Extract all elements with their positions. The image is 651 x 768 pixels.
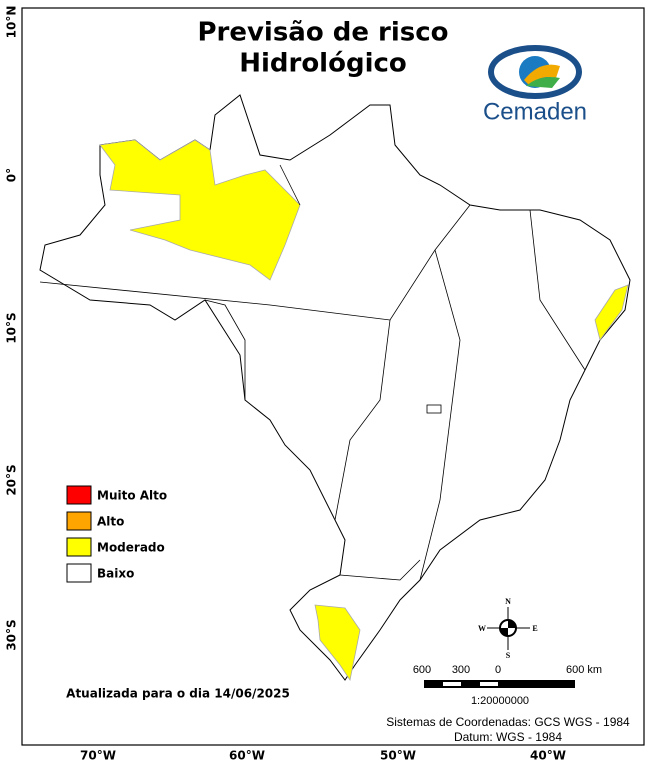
latitude-label: 10°S [5,312,19,343]
logo-mark [526,77,560,88]
compass-label: S [506,651,511,660]
legend-swatch [66,511,92,531]
scale-segment [443,682,461,686]
legend-label: Muito Alto [97,489,167,503]
logo-eye [488,45,582,99]
compass-label: W [478,624,486,633]
legend-label: Baixo [97,567,134,581]
logo: Cemaden [483,45,587,125]
moderate-area-northeast [594,284,629,341]
border [529,209,586,371]
moderate-area-south [314,604,361,682]
footer-text: Sistemas de Coordenadas: GCS WGS - 1984 [386,715,630,729]
latitude-label: 0° [5,168,19,182]
brazil-map [39,94,631,682]
longitude-label: 60°W [229,749,265,763]
legend: Muito Alto Alto Moderado Baixo [66,485,167,583]
latitude-label: 30°S [5,619,19,650]
logo-mark [524,64,560,86]
legend-label: Alto [97,515,124,529]
graticule-labels: 10°N 0° 10°S 20°S 30°S 70°W 60°W 50°W 40°W [5,6,566,763]
compass-rose [500,620,516,636]
latitude-label: 10°N [5,6,19,39]
latitude-label: 20°S [5,464,19,495]
scale-label: 600 [413,664,431,676]
footer-text: Datum: WGS - 1984 [454,730,562,744]
scale-segment [424,680,575,688]
scale-label: 0 [495,664,501,676]
update-note: Atualizada para o dia 14/06/2025 [66,687,290,701]
compass-label: N [505,597,511,606]
legend-swatch [66,537,92,557]
compass-label: E [532,624,537,633]
scale-ratio: 1:20000000 [471,695,529,707]
federal-district [426,404,442,414]
legend-swatch [66,563,92,583]
state-borders [39,164,586,581]
legend-swatch [66,485,92,505]
longitude-label: 70°W [80,749,116,763]
scale-bar: 600 300 0 600 km 1:20000000 [413,664,602,707]
longitude-label: 40°W [530,749,566,763]
logo-text: Cemaden [483,98,587,125]
scale-segment [480,682,498,686]
legend-label: Moderado [97,541,165,555]
scale-label: 600 km [566,664,602,676]
border [204,299,246,400]
border [419,249,461,581]
moderate-area-north [99,139,301,281]
scale-label: 300 [452,664,470,676]
border [279,164,301,206]
title-line: Previsão de risco [197,18,448,48]
border [339,559,421,581]
border [334,319,391,521]
longitude-label: 50°W [380,749,416,763]
title-line: Hidrológico [239,49,407,79]
compass: N E S W [478,597,538,660]
